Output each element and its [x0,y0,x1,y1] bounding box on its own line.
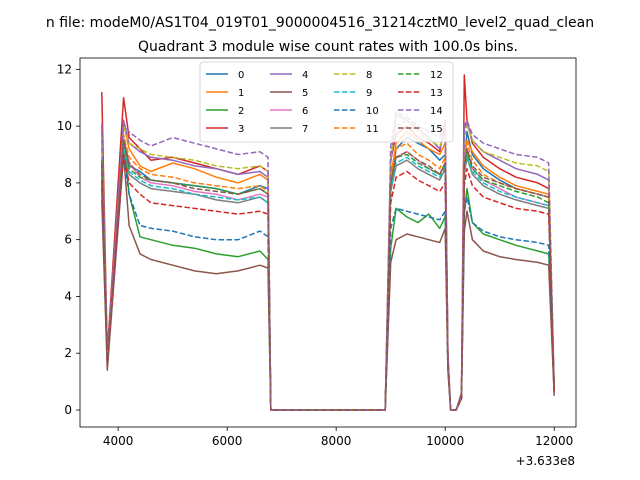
legend-label-6: 6 [302,106,308,117]
y-tick-label: 6 [64,233,72,247]
y-tick-label: 12 [57,62,72,76]
x-tick-label: 10000 [426,434,464,448]
legend-label-15: 15 [430,124,443,135]
legend-label-12: 12 [430,70,443,81]
x-tick-label: 4000 [103,434,134,448]
legend-label-5: 5 [302,88,308,99]
y-tick-label: 8 [64,176,72,190]
series-line-8 [101,119,555,411]
legend-label-13: 13 [430,88,443,99]
chart-title: Quadrant 3 module wise count rates with … [138,39,518,55]
y-tick-label: 4 [64,289,72,303]
legend-label-0: 0 [238,70,244,81]
legend-label-14: 14 [430,106,443,117]
series-line-1 [101,122,555,411]
figure-suptitle: n file: modeM0/AS1T04_019T01_9000004516_… [46,15,594,31]
series-line-5 [101,153,555,411]
series-line-7 [101,145,555,411]
series-line-13 [101,153,555,411]
legend-label-10: 10 [366,106,379,117]
series-line-15 [101,139,555,411]
x-tick-label: 6000 [212,434,243,448]
series-line-11 [101,133,555,411]
legend-label-2: 2 [238,106,244,117]
legend-label-1: 1 [238,88,244,99]
legend-label-11: 11 [366,124,379,135]
y-tick-label: 0 [64,403,72,417]
series-line-12 [101,139,555,411]
legend-box [199,61,454,143]
y-tick-label: 2 [64,346,72,360]
y-tick-label: 10 [57,119,72,133]
series-line-0 [101,131,555,411]
series-line-9 [101,148,555,411]
plot-frame [79,57,577,428]
legend-label-9: 9 [366,88,372,99]
x-tick-label: 12000 [535,434,573,448]
legend-label-8: 8 [366,70,372,81]
series-line-10 [101,153,555,411]
x-tick-label: 8000 [321,434,352,448]
legend-label-4: 4 [302,70,308,81]
x-axis-offset-label: +3.633e8 [516,454,575,468]
legend-label-7: 7 [302,124,308,135]
legend-label-3: 3 [238,124,244,135]
